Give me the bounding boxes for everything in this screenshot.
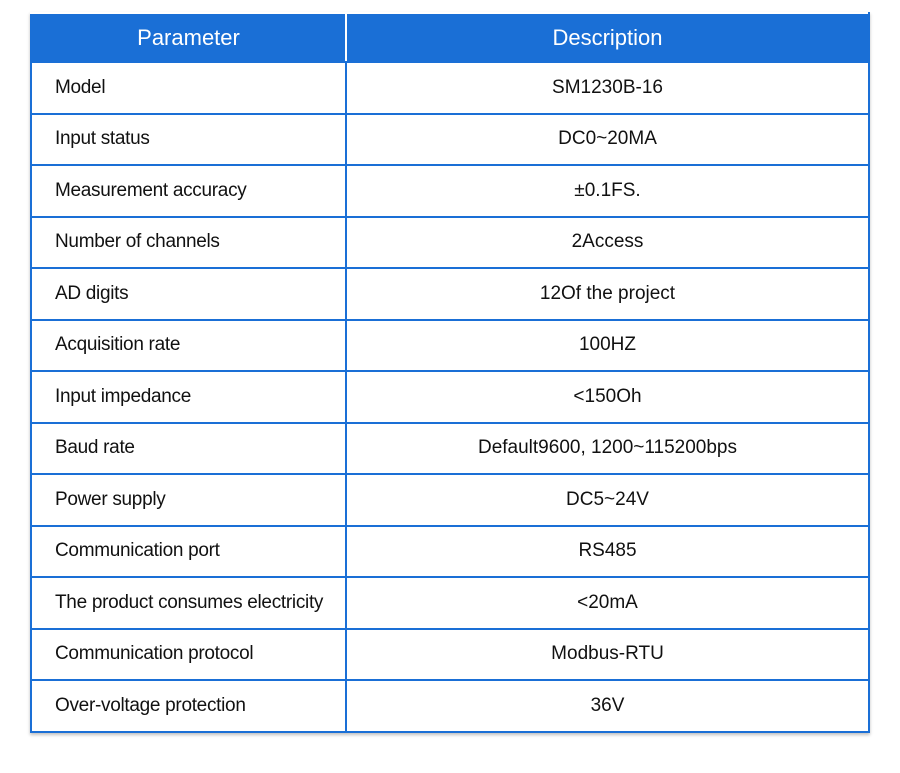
description-cell: 2Access: [345, 215, 870, 269]
table-row: Acquisition rate 100HZ: [30, 318, 870, 372]
table-row: AD digits 12Of the project: [30, 267, 870, 321]
parameter-cell: Over-voltage protection: [30, 679, 347, 733]
table-row: The product consumes electricity <20mA: [30, 576, 870, 630]
header-parameter: Parameter: [30, 12, 347, 63]
parameter-cell: AD digits: [30, 267, 347, 321]
parameter-cell: Communication protocol: [30, 627, 347, 681]
description-cell: 36V: [345, 679, 870, 733]
table-row: Model SM1230B-16: [30, 61, 870, 115]
table-row: Over-voltage protection 36V: [30, 679, 870, 733]
description-cell: ±0.1FS.: [345, 164, 870, 218]
table-row: Number of channels 2Access: [30, 215, 870, 269]
description-cell: Modbus-RTU: [345, 627, 870, 681]
table-row: Input impedance <150Oh: [30, 370, 870, 424]
table-row: Measurement accuracy ±0.1FS.: [30, 164, 870, 218]
description-cell: DC5~24V: [345, 473, 870, 527]
parameter-cell: Baud rate: [30, 421, 347, 475]
description-cell: 100HZ: [345, 318, 870, 372]
parameter-cell: Model: [30, 61, 347, 115]
spec-table: Parameter Description Model SM1230B-16 Inp…: [30, 12, 870, 733]
table-row: Input status DC0~20MA: [30, 112, 870, 166]
description-cell: RS485: [345, 524, 870, 578]
description-cell: <150Oh: [345, 370, 870, 424]
description-cell: <20mA: [345, 576, 870, 630]
parameter-cell: Input impedance: [30, 370, 347, 424]
parameter-cell: Communication port: [30, 524, 347, 578]
parameter-cell: The product consumes electricity: [30, 576, 347, 630]
parameter-cell: Input status: [30, 112, 347, 166]
table-header-row: Parameter Description: [30, 12, 870, 63]
parameter-cell: Measurement accuracy: [30, 164, 347, 218]
description-cell: Default9600, 1200~115200bps: [345, 421, 870, 475]
parameter-cell: Number of channels: [30, 215, 347, 269]
description-cell: DC0~20MA: [345, 112, 870, 166]
table-row: Power supply DC5~24V: [30, 473, 870, 527]
parameter-cell: Power supply: [30, 473, 347, 527]
header-description: Description: [345, 12, 870, 63]
table-row: Baud rate Default9600, 1200~115200bps: [30, 421, 870, 475]
parameter-cell: Acquisition rate: [30, 318, 347, 372]
description-cell: SM1230B-16: [345, 61, 870, 115]
table-row: Communication protocol Modbus-RTU: [30, 627, 870, 681]
description-cell: 12Of the project: [345, 267, 870, 321]
table-row: Communication port RS485: [30, 524, 870, 578]
table-body: Model SM1230B-16 Input status DC0~20MA Measu…: [30, 61, 870, 733]
